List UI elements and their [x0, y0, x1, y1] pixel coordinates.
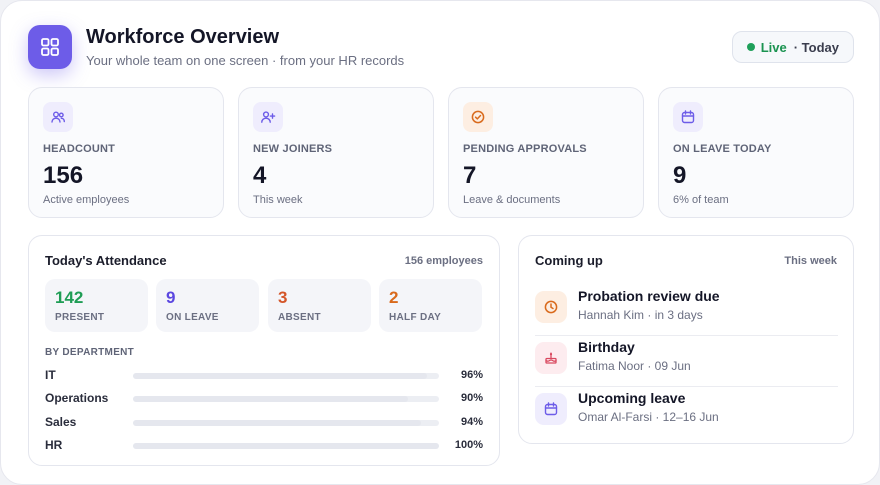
event-item[interactable]: Probation review due Hannah Kim · in 3 d…: [535, 288, 838, 338]
department-progress-track: [133, 420, 439, 426]
department-progress-track: [133, 396, 439, 402]
department-name: Operations: [45, 391, 109, 405]
on-leave-label: ON LEAVE: [166, 312, 219, 323]
grid-icon: [28, 25, 72, 69]
stat-card-headcount[interactable]: HEADCOUNT 156 Active employees: [28, 87, 224, 218]
attendance-card: Today's Attendance 156 employees 142 PRE…: [28, 235, 500, 466]
department-progress-fill: [133, 373, 427, 379]
department-progress-fill: [133, 396, 409, 402]
stat-subtext: 6% of team: [673, 194, 729, 206]
department-heading: BY DEPARTMENT: [45, 347, 135, 358]
present-label: PRESENT: [55, 312, 105, 323]
stat-value: 9: [673, 162, 687, 189]
absent-label: ABSENT: [278, 312, 321, 323]
stat-card-on-leave[interactable]: ON LEAVE TODAY 9 6% of team: [658, 87, 854, 218]
stat-value: 156: [43, 162, 84, 189]
stat-label: NEW JOINERS: [253, 143, 333, 155]
users-icon: [43, 102, 73, 132]
department-name: HR: [45, 438, 63, 452]
live-dot-icon: [746, 43, 755, 51]
department-percent: 94%: [460, 416, 483, 428]
department-name: Sales: [45, 415, 77, 429]
event-item[interactable]: Upcoming leave Omar Al-Farsi · 12–16 Jun: [535, 390, 838, 440]
coming-up-card: Coming up This week Probation review due…: [518, 235, 854, 444]
event-title: Probation review due: [578, 288, 720, 304]
department-row: Sales 94%: [45, 414, 483, 432]
half-day-count: 2: [389, 288, 399, 307]
attendance-present[interactable]: 142 PRESENT: [45, 279, 148, 332]
calendar-icon: [673, 102, 703, 132]
divider: [535, 335, 838, 336]
department-row: Operations 90%: [45, 390, 483, 408]
attendance-title: Today's Attendance: [45, 253, 167, 268]
stat-card-new-joiners[interactable]: NEW JOINERS 4 This week: [238, 87, 434, 218]
department-progress-fill: [133, 420, 421, 426]
page-title: Workforce Overview: [86, 26, 280, 48]
check-circle-icon: [463, 102, 493, 132]
stat-label: ON LEAVE TODAY: [673, 143, 772, 155]
live-label: Live: [760, 39, 787, 55]
coming-up-title: Coming up: [535, 253, 603, 268]
department-percent: 100%: [454, 439, 483, 451]
calendar-icon: [535, 393, 567, 425]
stat-subtext: This week: [253, 194, 303, 206]
stat-value: 4: [253, 162, 267, 189]
stat-subtext: Active employees: [43, 194, 130, 206]
attendance-absent[interactable]: 3 ABSENT: [268, 279, 371, 332]
user-plus-icon: [253, 102, 283, 132]
department-name: IT: [45, 368, 56, 382]
clock-icon: [535, 291, 567, 323]
stat-subtext: Leave & documents: [463, 194, 561, 206]
event-subtitle: Fatima Noor · 09 Jun: [578, 359, 691, 373]
department-percent: 90%: [460, 392, 483, 404]
absent-count: 3: [278, 288, 288, 307]
event-title: Birthday: [578, 339, 635, 355]
range-label: · Today: [793, 39, 839, 55]
event-subtitle: Omar Al-Farsi · 12–16 Jun: [578, 410, 719, 424]
on-leave-count: 9: [166, 288, 176, 307]
stat-value: 7: [463, 162, 477, 189]
divider: [535, 386, 838, 387]
stat-label: HEADCOUNT: [43, 143, 116, 155]
department-row: IT 96%: [45, 367, 483, 385]
cake-icon: [535, 342, 567, 374]
event-title: Upcoming leave: [578, 390, 686, 406]
stat-card-pending-approvals[interactable]: PENDING APPROVALS 7 Leave & documents: [448, 87, 644, 218]
department-row: HR 100%: [45, 437, 483, 455]
attendance-meta: 156 employees: [404, 255, 483, 267]
event-item[interactable]: Birthday Fatima Noor · 09 Jun: [535, 339, 838, 389]
page-subtitle: Your whole team on one screen · from you…: [86, 53, 405, 68]
live-status-badge[interactable]: Live · Today: [731, 31, 854, 63]
page-header: Workforce Overview Your whole team on on…: [28, 25, 854, 69]
present-count: 142: [55, 288, 84, 307]
event-subtitle: Hannah Kim · in 3 days: [578, 308, 703, 322]
department-progress-fill: [133, 443, 439, 449]
department-progress-track: [133, 373, 439, 379]
coming-up-meta: This week: [784, 255, 837, 267]
attendance-half-day[interactable]: 2 HALF DAY: [379, 279, 482, 332]
department-percent: 96%: [460, 369, 483, 381]
stat-label: PENDING APPROVALS: [463, 143, 587, 155]
attendance-on-leave[interactable]: 9 ON LEAVE: [156, 279, 259, 332]
half-day-label: HALF DAY: [389, 312, 442, 323]
department-progress-track: [133, 443, 439, 449]
